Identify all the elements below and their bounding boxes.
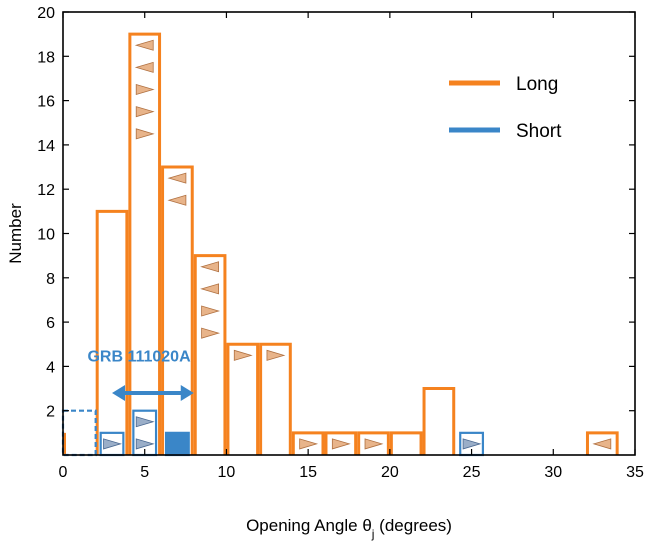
long-limit-arrow (167, 172, 187, 184)
x-tick-label: 5 (140, 464, 149, 481)
x-tick-label: 30 (544, 464, 562, 481)
long-limit-arrow (592, 438, 612, 450)
long-limit-arrow (200, 261, 219, 273)
annotation-label: GRB 111020A (87, 348, 191, 365)
long-limit-arrow (331, 438, 351, 450)
y-axis-label: Number (6, 203, 25, 264)
long-bar-2 (95, 209, 129, 455)
y-tick-label: 16 (37, 94, 55, 111)
annotation-arrowhead-left (112, 384, 126, 401)
y-tick-label: 20 (37, 5, 55, 22)
short-bar-6 (164, 431, 190, 457)
short-bar-0 (61, 409, 97, 457)
short-limit-arrow (135, 438, 155, 450)
long-limit-arrow (134, 61, 154, 73)
long-bar-14 (291, 431, 325, 455)
long-bar-12 (259, 342, 292, 455)
long-limit-arrow (201, 327, 221, 339)
y-tick-label: 12 (37, 182, 55, 199)
y-tick-label: 14 (37, 138, 55, 155)
long-limit-arrow (135, 106, 155, 118)
long-limit-arrow (299, 438, 319, 450)
x-tick-label: 0 (59, 464, 68, 481)
legend-label-short: Short (516, 121, 562, 142)
short-limit-arrow (135, 416, 155, 428)
long-bar-20 (389, 431, 423, 455)
x-tick-label: 35 (626, 464, 644, 481)
annotation-group: GRB 111020A (87, 348, 194, 401)
y-tick-label: 4 (46, 359, 55, 376)
x-axis-label-suffix: (degrees) (374, 516, 451, 535)
long-limit-arrow (135, 128, 155, 140)
limit-arrows (103, 39, 612, 450)
long-bar-18 (357, 431, 390, 455)
short-limit-arrow (462, 438, 482, 450)
long-limit-arrow (200, 283, 219, 295)
x-tick-label: 20 (381, 464, 399, 481)
long-bar-16 (324, 431, 358, 455)
annotation-arrowhead-right (180, 384, 194, 401)
x-tick-label: 25 (463, 464, 481, 481)
long-bars (63, 32, 619, 455)
axis-ticks: 0 5 10 15 20 25 30 35 2 4 6 8 10 12 14 16 18 20 (37, 5, 644, 481)
long-bar-8 (193, 254, 227, 455)
y-tick-label: 18 (37, 49, 55, 66)
long-limit-arrow (266, 349, 286, 361)
long-limit-arrow (233, 349, 253, 361)
long-limit-arrow (364, 438, 384, 450)
y-tick-label: 6 (46, 315, 55, 332)
legend: Long Short (449, 74, 562, 142)
y-tick-label: 2 (46, 404, 55, 421)
x-axis-label-subscript: j (371, 527, 375, 541)
y-tick-label: 8 (46, 271, 55, 288)
short-limit-arrow (103, 438, 122, 450)
y-tick-label: 10 (37, 227, 55, 244)
long-bar-32 (585, 431, 619, 455)
long-bar-6 (161, 165, 194, 455)
x-tick-label: 15 (299, 464, 317, 481)
long-limit-arrow (135, 83, 155, 96)
x-axis-label: Opening Angle θj (degrees) (246, 516, 452, 541)
long-limit-arrow (201, 305, 221, 317)
legend-label-long: Long (516, 74, 558, 95)
long-bar-4 (128, 32, 162, 455)
long-bar-10 (226, 342, 260, 455)
long-bar-22 (422, 387, 456, 455)
long-limit-arrow (134, 39, 154, 51)
x-tick-label: 10 (218, 464, 236, 481)
long-limit-arrow (167, 194, 187, 206)
